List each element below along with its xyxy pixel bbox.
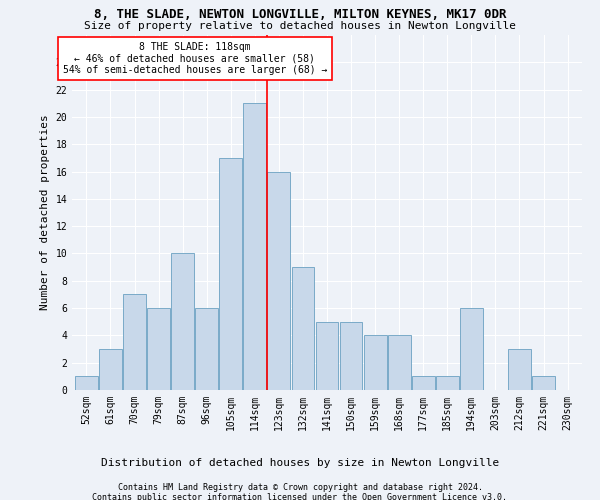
Bar	[147, 308, 170, 390]
Text: Contains public sector information licensed under the Open Government Licence v3: Contains public sector information licen…	[92, 492, 508, 500]
Bar	[292, 267, 314, 390]
Bar	[412, 376, 434, 390]
Bar	[436, 376, 459, 390]
Bar	[99, 349, 122, 390]
Bar	[75, 376, 98, 390]
Bar	[123, 294, 146, 390]
Bar	[220, 158, 242, 390]
Text: Distribution of detached houses by size in Newton Longville: Distribution of detached houses by size …	[101, 458, 499, 468]
Bar	[364, 336, 386, 390]
Bar	[316, 322, 338, 390]
Text: 8 THE SLADE: 118sqm
← 46% of detached houses are smaller (58)
54% of semi-detach: 8 THE SLADE: 118sqm ← 46% of detached ho…	[62, 42, 327, 75]
Bar	[171, 254, 194, 390]
Bar	[460, 308, 483, 390]
Bar	[195, 308, 218, 390]
Text: Size of property relative to detached houses in Newton Longville: Size of property relative to detached ho…	[84, 21, 516, 31]
Bar	[244, 104, 266, 390]
Bar	[340, 322, 362, 390]
Text: 8, THE SLADE, NEWTON LONGVILLE, MILTON KEYNES, MK17 0DR: 8, THE SLADE, NEWTON LONGVILLE, MILTON K…	[94, 8, 506, 20]
Bar	[268, 172, 290, 390]
Text: Contains HM Land Registry data © Crown copyright and database right 2024.: Contains HM Land Registry data © Crown c…	[118, 482, 482, 492]
Bar	[532, 376, 555, 390]
Y-axis label: Number of detached properties: Number of detached properties	[40, 114, 50, 310]
Bar	[388, 336, 410, 390]
Bar	[508, 349, 531, 390]
